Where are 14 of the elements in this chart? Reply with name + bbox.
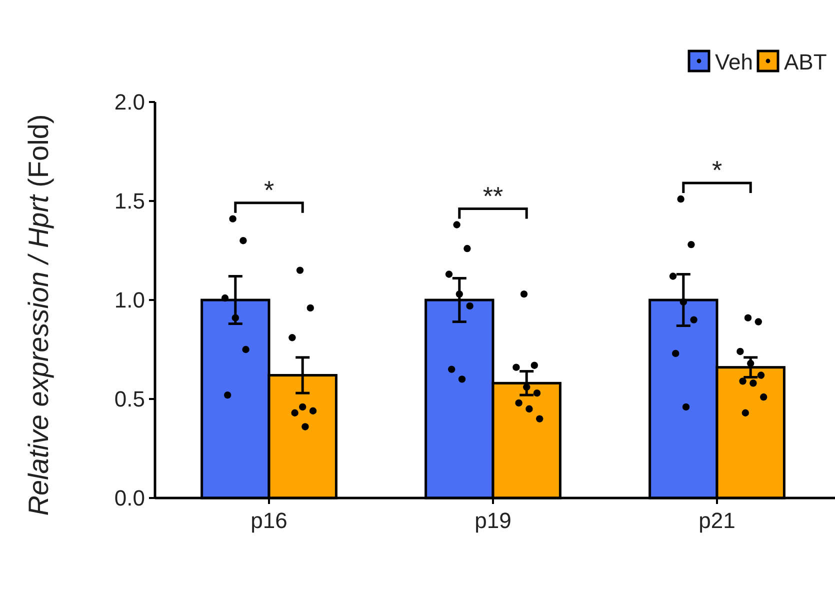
legend-label: ABT	[784, 50, 827, 75]
y-tick-label: 1.5	[114, 188, 145, 214]
annotation: *	[264, 174, 274, 205]
y-tick-label: 2.0	[114, 90, 145, 115]
y-tick-label: 0.5	[114, 386, 145, 412]
y-axis-title: Relative expression / Hprt (Fold)	[23, 114, 54, 516]
y-tick-label: 1.0	[114, 288, 145, 313]
y-tick-label: 0.0	[114, 486, 145, 511]
annotation: **	[482, 180, 504, 211]
legend-label: Veh	[715, 50, 753, 75]
x-tick-label: p19	[474, 508, 512, 533]
annotation: *	[712, 155, 722, 186]
x-tick-label: p21	[698, 508, 736, 533]
x-tick-label: p16	[250, 508, 288, 533]
